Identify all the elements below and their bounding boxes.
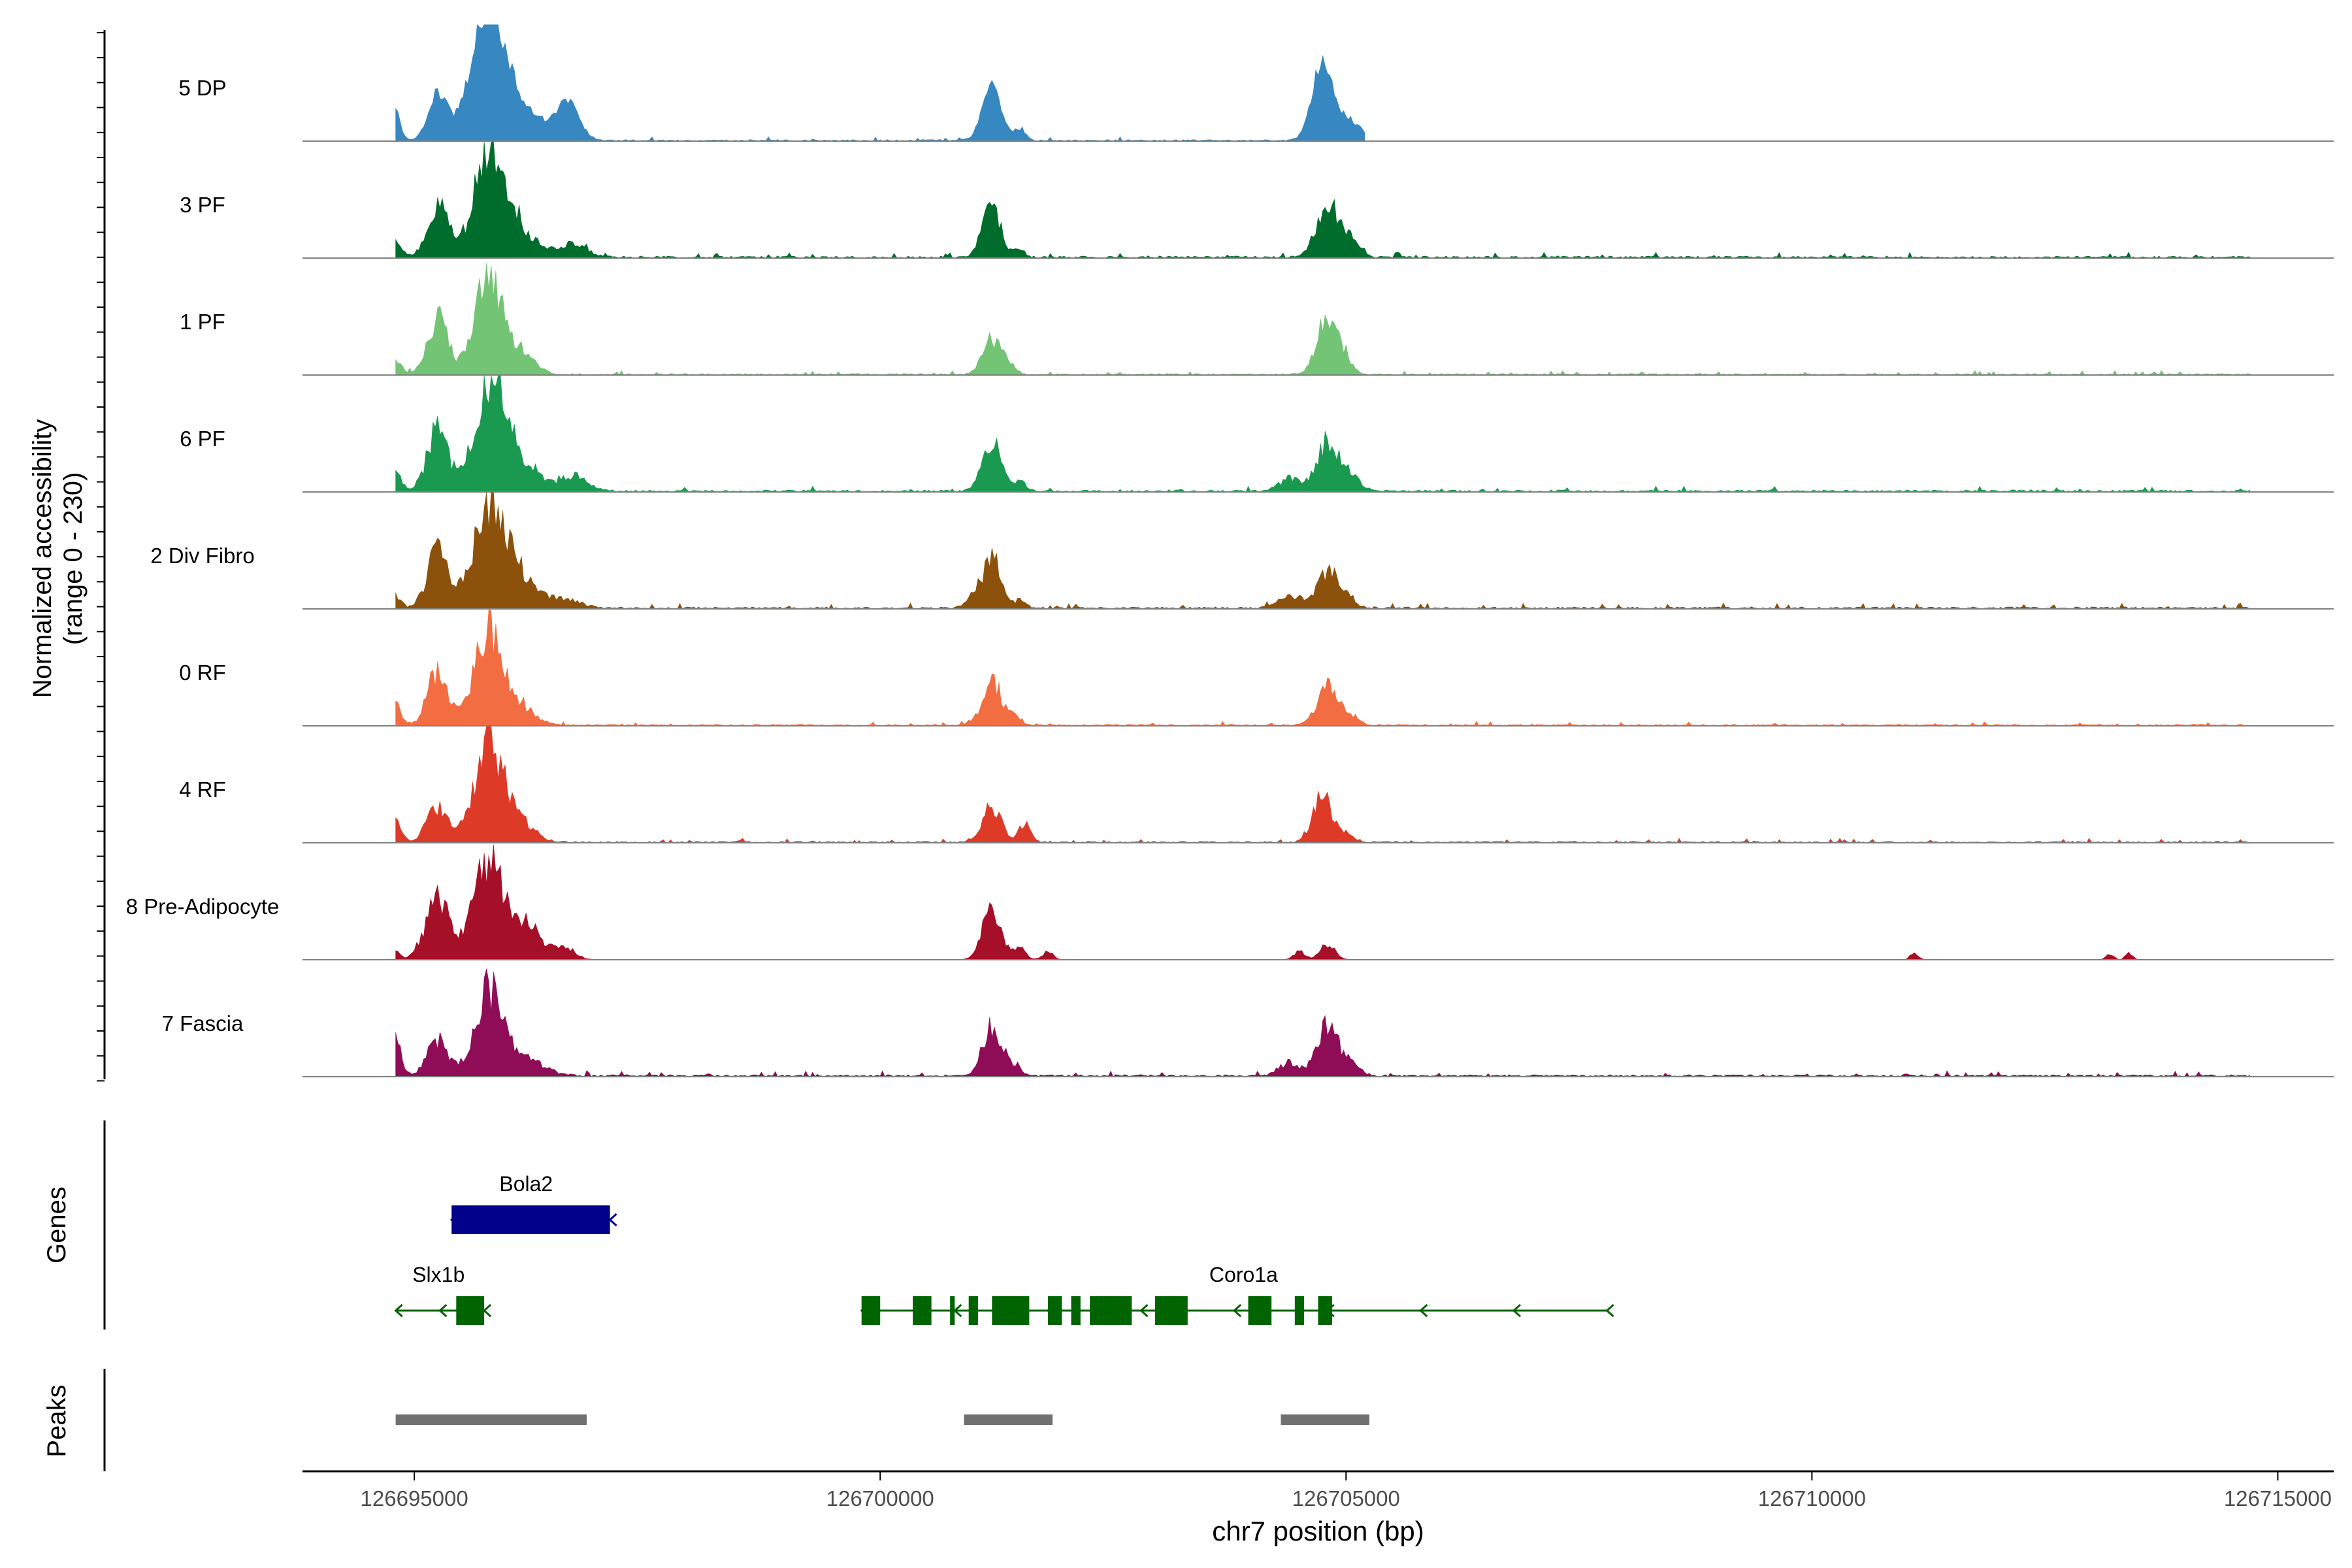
coverage-area <box>395 375 2250 493</box>
track-7-fascia: 7 Fascia <box>162 968 2334 1077</box>
exon <box>456 1296 485 1325</box>
strand-arrow <box>394 1303 403 1318</box>
coverage-area <box>395 726 2250 843</box>
gene-label: Slx1b <box>412 1263 465 1286</box>
track-1-pf: 1 PF <box>180 263 2334 376</box>
track-label: 6 PF <box>180 427 225 451</box>
peak-region <box>964 1414 1053 1425</box>
strand-arrow <box>1419 1303 1428 1318</box>
strand-arrow <box>608 1213 617 1227</box>
x-tick-label: 126710000 <box>1758 1486 1866 1511</box>
track-label: 0 RF <box>179 661 226 685</box>
gene-annotations: Bola2 Slx1b Coro1a <box>394 1172 1614 1325</box>
track-label: 2 Div Fibro <box>150 544 255 568</box>
coverage-area <box>395 968 2250 1077</box>
track-label: 7 Fascia <box>162 1011 244 1036</box>
coverage-area <box>395 492 2250 610</box>
coverage-area <box>395 24 1365 142</box>
exon <box>1090 1296 1132 1325</box>
x-tick-label: 126700000 <box>826 1486 934 1511</box>
track-5-dp: 5 DP <box>178 24 2334 142</box>
peaks-track-label: Peaks <box>42 1384 71 1457</box>
y-axis-ticks <box>97 32 105 1082</box>
track-label: 1 PF <box>180 310 225 334</box>
exon <box>1047 1296 1062 1325</box>
x-tick-label: 126705000 <box>1292 1486 1400 1511</box>
exon <box>1318 1296 1332 1325</box>
track-6-pf: 6 PF <box>180 375 2334 493</box>
peak-region <box>395 1414 587 1425</box>
track-label: 8 Pre-Adipocyte <box>126 894 280 919</box>
strand-arrow <box>1605 1303 1614 1318</box>
x-tick-label: 126715000 <box>2224 1486 2332 1511</box>
strand-arrow <box>438 1303 448 1318</box>
y-axis-range-label: (range 0 - 230) <box>59 472 88 645</box>
x-axis-label: chr7 position (bp) <box>1212 1516 1424 1546</box>
x-axis-ticks: 126695000 126700000 126705000 126710000 1267… <box>361 1471 2332 1511</box>
coverage-area <box>395 845 2250 960</box>
x-tick-label: 126695000 <box>361 1486 468 1511</box>
track-label: 3 PF <box>180 193 225 217</box>
peak-region <box>1281 1414 1369 1425</box>
coverage-area <box>395 263 2250 376</box>
track-4-rf: 4 RF <box>179 726 2334 843</box>
coverage-tracks: 5 DP 3 PF 1 PF 6 PF 2 Div Fibro 0 RF 4 RF 8 Pre… <box>126 24 2334 1077</box>
strand-arrow <box>1139 1303 1149 1318</box>
strand-arrow <box>482 1303 492 1318</box>
coverage-area <box>395 141 2250 259</box>
exon <box>1294 1296 1305 1325</box>
exon <box>451 1205 610 1234</box>
gene-coro1a: Coro1a <box>860 1263 1614 1325</box>
gene-label: Bola2 <box>499 1172 553 1196</box>
exon <box>1248 1296 1272 1325</box>
peak-regions <box>395 1414 1369 1425</box>
exon <box>968 1296 978 1325</box>
track-label: 5 DP <box>178 76 226 100</box>
gene-slx1b: Slx1b <box>394 1263 492 1325</box>
exon <box>913 1296 932 1325</box>
exon <box>992 1296 1030 1325</box>
exon <box>861 1296 881 1325</box>
track-0-rf: 0 RF <box>179 609 2334 727</box>
exon <box>1154 1296 1188 1325</box>
exon <box>950 1296 955 1325</box>
exon <box>1071 1296 1081 1325</box>
strand-arrow <box>1232 1303 1242 1318</box>
track-2-div-fibro: 2 Div Fibro <box>150 492 2334 610</box>
track-label: 4 RF <box>179 777 226 802</box>
genes-track-label: Genes <box>42 1186 71 1264</box>
gene-label: Coro1a <box>1209 1263 1278 1286</box>
track-8-pre-adipocyte: 8 Pre-Adipocyte <box>126 845 2334 960</box>
gene-bola2: Bola2 <box>449 1172 617 1234</box>
strand-arrow <box>1512 1303 1521 1318</box>
coverage-area <box>395 609 2250 727</box>
track-3-pf: 3 PF <box>180 141 2334 259</box>
y-axis-label: Normalized accessibility <box>28 419 57 698</box>
